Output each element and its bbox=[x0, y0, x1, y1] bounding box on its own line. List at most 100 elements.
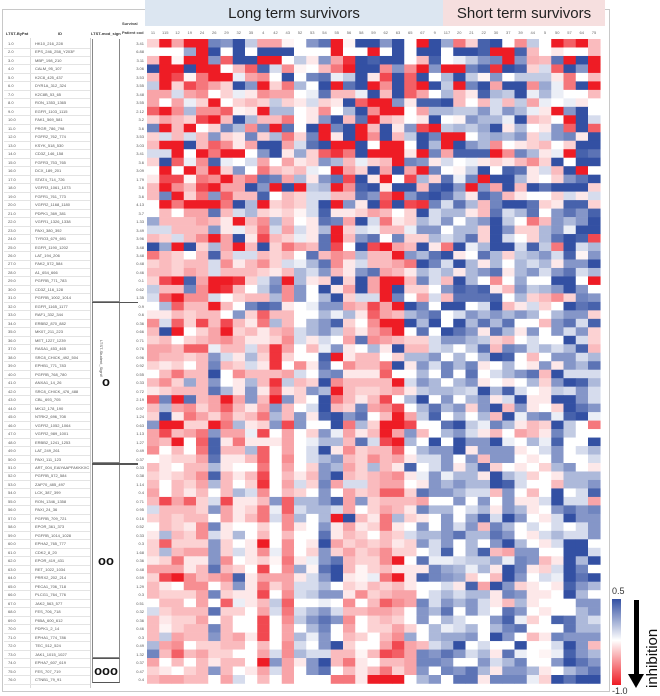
heatmap-cell bbox=[306, 217, 319, 226]
heatmap-cell bbox=[343, 649, 356, 659]
heatmap-cell bbox=[588, 132, 601, 142]
heatmap-cell bbox=[159, 403, 172, 413]
heatmap-cell bbox=[428, 149, 442, 159]
heatmap-cell bbox=[465, 590, 479, 599]
heatmap-cell bbox=[465, 115, 479, 125]
heatmap-cell bbox=[318, 471, 332, 481]
heatmap-cell bbox=[196, 479, 209, 489]
heatmap-cell bbox=[379, 344, 393, 354]
heatmap-cell bbox=[575, 81, 589, 91]
heatmap-cell bbox=[453, 573, 466, 583]
heatmap-cell bbox=[404, 607, 417, 616]
heatmap-cell bbox=[416, 200, 430, 209]
heatmap-cell bbox=[392, 217, 405, 226]
heatmap-cell bbox=[159, 335, 172, 345]
heatmap-cell bbox=[490, 547, 503, 557]
heatmap-cell bbox=[551, 446, 564, 455]
heatmap-cell bbox=[208, 632, 221, 642]
heatmap-cell bbox=[502, 166, 515, 175]
heatmap-cell bbox=[453, 47, 466, 57]
heatmap-cell bbox=[539, 420, 552, 430]
heatmap-cell bbox=[147, 666, 160, 676]
heatmap-cell bbox=[159, 276, 172, 286]
heatmap-cell bbox=[404, 301, 417, 311]
heatmap-cell bbox=[575, 479, 589, 489]
heatmap-cell bbox=[575, 183, 589, 192]
heatmap-cell bbox=[159, 81, 172, 91]
heatmap-cell bbox=[147, 641, 160, 650]
heatmap-cell bbox=[453, 106, 466, 116]
heatmap-cell bbox=[343, 386, 356, 396]
heatmap-cell bbox=[563, 496, 577, 506]
heatmap-cell bbox=[269, 471, 283, 481]
heatmap-cell bbox=[392, 386, 405, 396]
heatmap-cell bbox=[318, 344, 332, 354]
heatmap-cell bbox=[575, 259, 589, 269]
heatmap-cell bbox=[490, 276, 503, 286]
heatmap-cell bbox=[208, 530, 221, 540]
heatmap-cell bbox=[355, 649, 368, 659]
patient-code: 115 bbox=[162, 30, 169, 35]
heatmap-cell bbox=[294, 72, 307, 82]
heatmap-cell bbox=[306, 522, 319, 532]
group-label-long: Long term survivors bbox=[228, 4, 360, 22]
table-row: 44.0 MK12_178_190 bbox=[4, 404, 90, 414]
row-score: 0.63 bbox=[136, 422, 144, 428]
heatmap-cell bbox=[306, 547, 319, 557]
heatmap-cell bbox=[281, 463, 295, 472]
heatmap-cell bbox=[330, 72, 344, 82]
heatmap-cell bbox=[171, 641, 185, 650]
heatmap-cell bbox=[318, 55, 332, 65]
heatmap-cell bbox=[355, 386, 368, 396]
heatmap-cell bbox=[453, 81, 466, 91]
heatmap-cell bbox=[588, 658, 601, 667]
peptide-id: FGFR2_762_774 bbox=[35, 134, 66, 140]
heatmap-cell bbox=[281, 72, 295, 82]
heatmap-cell bbox=[477, 437, 491, 447]
table-row: 14.0 CD3Z_146_158 bbox=[4, 149, 90, 159]
heatmap-cell bbox=[183, 463, 197, 472]
heatmap-cell bbox=[343, 174, 356, 184]
heatmap-cell bbox=[294, 658, 307, 667]
heatmap-cell bbox=[575, 361, 589, 371]
table-row: 21.0 PDPK1_369_381 bbox=[4, 209, 90, 219]
heatmap-cell bbox=[367, 454, 381, 464]
patient-code: 21 bbox=[469, 30, 474, 35]
heatmap-cell bbox=[208, 505, 221, 515]
heatmap-cell bbox=[208, 81, 221, 91]
heatmap-cell bbox=[428, 132, 442, 142]
heatmap-cell bbox=[465, 89, 479, 99]
heatmap-cell bbox=[318, 39, 332, 48]
heatmap-cell bbox=[306, 327, 319, 337]
heatmap-cell bbox=[379, 454, 393, 464]
heatmap-cell bbox=[318, 446, 332, 455]
heatmap-cell bbox=[306, 55, 319, 65]
heatmap-cell bbox=[232, 208, 246, 218]
rank-value: 42.0 bbox=[8, 388, 16, 394]
heatmap-cell bbox=[355, 225, 368, 235]
heatmap-cell bbox=[232, 649, 246, 659]
heatmap-cell bbox=[220, 242, 234, 252]
heatmap-cell bbox=[355, 479, 368, 489]
heatmap-cell bbox=[404, 505, 417, 515]
heatmap-cell bbox=[588, 267, 601, 277]
heatmap-cell bbox=[514, 378, 528, 387]
heatmap-cell bbox=[367, 649, 381, 659]
heatmap-cell bbox=[539, 632, 552, 642]
heatmap-cell bbox=[416, 335, 430, 345]
heatmap-cell bbox=[477, 590, 491, 599]
heatmap-cell bbox=[245, 55, 258, 65]
heatmap-cell bbox=[318, 89, 332, 99]
heatmap-cell bbox=[551, 607, 564, 616]
heatmap-cell bbox=[539, 149, 552, 159]
heatmap-cell bbox=[441, 55, 454, 65]
heatmap-cell bbox=[404, 123, 417, 133]
heatmap-cell bbox=[392, 267, 405, 277]
heatmap-cell bbox=[575, 98, 589, 108]
heatmap-cell bbox=[245, 556, 258, 566]
heatmap-cell bbox=[441, 106, 454, 116]
heatmap-cell bbox=[245, 352, 258, 362]
heatmap-cell bbox=[477, 98, 491, 108]
heatmap-cell bbox=[208, 361, 221, 371]
heatmap-cell bbox=[147, 463, 160, 472]
